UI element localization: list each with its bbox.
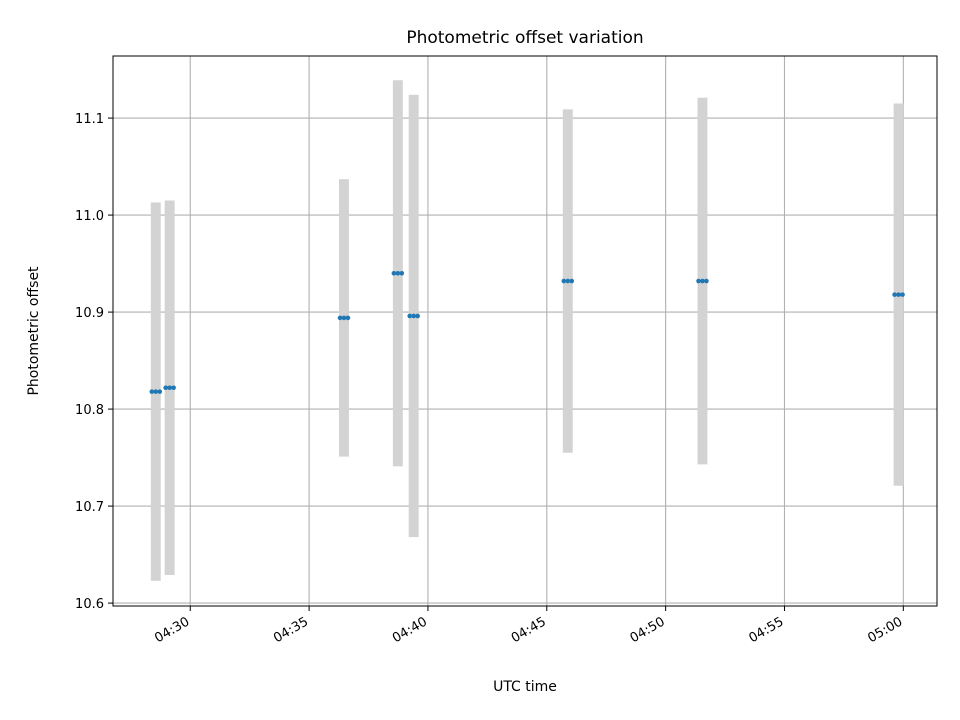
data-point (399, 270, 405, 276)
y-tick-label: 10.7 (75, 500, 104, 515)
y-tick-label: 10.6 (75, 597, 104, 612)
y-tick-label: 11.1 (75, 112, 104, 127)
data-point (569, 278, 575, 284)
chart-title: Photometric offset variation (406, 28, 643, 48)
data-point (341, 315, 347, 321)
plot-area (113, 56, 937, 606)
y-tick-label: 10.8 (75, 403, 104, 418)
data-point (704, 278, 709, 284)
data-point (696, 278, 701, 284)
data-point (171, 385, 176, 391)
data-point (149, 389, 155, 394)
data-point (900, 292, 905, 297)
data-point (700, 278, 705, 284)
data-point (565, 278, 571, 284)
data-point (167, 385, 172, 391)
y-tick-label: 10.9 (75, 306, 104, 321)
data-point (415, 313, 420, 319)
x-axis-title: UTC time (493, 679, 557, 695)
data-point (345, 315, 351, 321)
data-point (337, 315, 343, 321)
plot-frame (112, 55, 938, 607)
data-point (163, 385, 168, 391)
data-point (411, 313, 416, 319)
grid (113, 56, 937, 606)
data-point (407, 313, 413, 319)
data-point (153, 389, 159, 394)
data-point (395, 270, 401, 276)
data-point (561, 278, 567, 284)
y-axis-ticks: 10.6 10.7 10.8 10.9 11.0 11.1 (75, 112, 113, 612)
data-point (391, 270, 397, 276)
data-point (896, 292, 901, 297)
data-points (149, 270, 905, 394)
data-point (892, 292, 897, 297)
data-point (157, 389, 163, 394)
y-tick-label: 11.0 (75, 209, 104, 224)
y-axis-title: Photometric offset (26, 266, 42, 396)
